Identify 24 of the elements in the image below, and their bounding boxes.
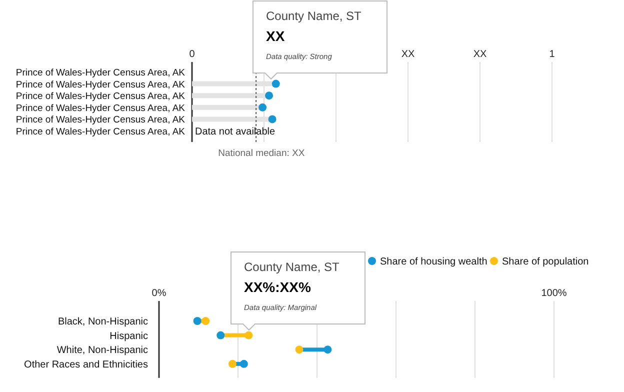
x-tick-label: XX — [401, 49, 415, 60]
x-tick-label: 0 — [189, 49, 196, 60]
y-tick-label: Prince of Wales-Hyder Census Area, AK — [16, 79, 186, 90]
legend-label: Share of housing wealth — [380, 256, 488, 268]
x-tick-label: XX — [473, 49, 487, 60]
y-tick-label: Hispanic — [110, 330, 148, 342]
y-tick-label: Prince of Wales-Hyder Census Area, AK — [16, 114, 186, 126]
y-tick-label: Prince of Wales-Hyder Census Area, AK — [16, 126, 186, 138]
ref-line-label: National median: XX — [218, 148, 306, 159]
text: County Name, ST — [266, 9, 362, 23]
x-tick-label: 0% — [152, 288, 166, 299]
y-tick-label: Black, Non-Hispanic — [58, 316, 148, 328]
y-tick-label: Prince of Wales-Hyder Census Area, AK — [16, 91, 186, 102]
y-tick-label: Other Races and Ethnicities — [24, 359, 148, 370]
y-tick-label: White, Non-Hispanic — [56, 345, 148, 356]
text: XX — [266, 28, 286, 44]
text: County Name, ST — [244, 260, 340, 274]
x-tick-label: 1 — [549, 49, 556, 60]
x-tick-label: 100% — [541, 288, 567, 299]
legend-label: Share of population — [502, 256, 589, 268]
text: XX%:XX% — [244, 279, 312, 295]
y-tick-label: Prince of Wales-Hyder Census Area, AK — [16, 68, 186, 78]
y-tick-label: Prince of Wales-Hyder Census Area, AK — [16, 102, 186, 114]
annotation: Data not available — [195, 126, 276, 138]
